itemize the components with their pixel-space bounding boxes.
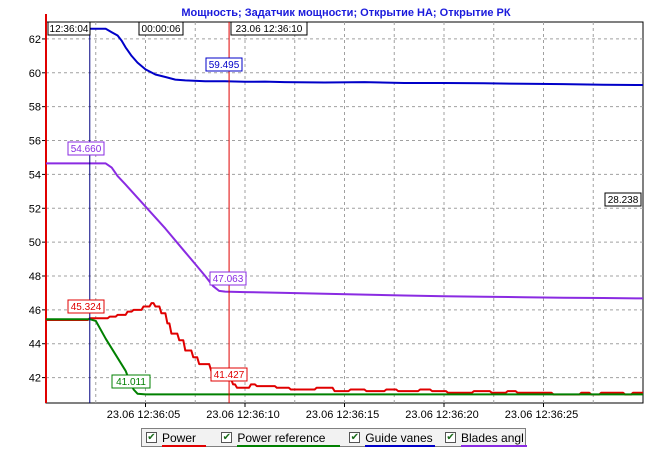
x-tick-label: 23.06 12:36:25 bbox=[505, 409, 578, 421]
label-power-left-value-box bbox=[67, 299, 105, 314]
legend-swatch-power-reference bbox=[237, 445, 341, 447]
legend: ✔ Power ✔ Power reference ✔ Guide vanes … bbox=[141, 428, 528, 447]
label-blades-left-value: 54.660 bbox=[71, 144, 102, 155]
legend-swatch-power bbox=[162, 445, 206, 447]
label-power-right-value: 41.427 bbox=[214, 370, 245, 381]
label-blades-right-value: 47.063 bbox=[213, 274, 244, 285]
legend-item-power[interactable]: ✔ Power bbox=[144, 429, 210, 447]
y-tick-label: 54 bbox=[29, 169, 41, 181]
plot-frame bbox=[45, 21, 644, 404]
label-delta-box bbox=[138, 21, 184, 36]
label-blades-left-value-box bbox=[67, 141, 105, 156]
legend-item-power-reference[interactable]: ✔ Power reference bbox=[219, 429, 345, 447]
chart-title: Мощность; Задатчик мощности; Открытие НА… bbox=[181, 7, 510, 19]
label-guide-vanes-value: 59.495 bbox=[209, 60, 240, 71]
label-time-left: 12:36:04 bbox=[50, 24, 89, 35]
legend-swatch-guide-vanes bbox=[365, 445, 436, 447]
x-tick-label: 23.06 12:36:10 bbox=[206, 409, 279, 421]
label-power-left-value: 45.324 bbox=[71, 302, 102, 313]
label-power-ref-value: 41.011 bbox=[116, 377, 146, 388]
label-time-left-box bbox=[47, 21, 91, 36]
y-tick-label: 44 bbox=[29, 339, 41, 351]
label-time-right: 23.06 12:36:10 bbox=[236, 24, 303, 35]
y-tick-label: 52 bbox=[29, 203, 41, 215]
y-tick-label: 62 bbox=[29, 34, 41, 46]
y-tick-label: 46 bbox=[29, 305, 41, 317]
y-tick-label: 60 bbox=[29, 68, 41, 80]
checkbox-power-reference[interactable]: ✔ bbox=[221, 431, 233, 443]
legend-swatch-blades-angl bbox=[461, 445, 528, 447]
label-right-value: 28.238 bbox=[608, 195, 639, 206]
label-guide-vanes-value-box bbox=[205, 57, 243, 72]
legend-item-blades-angl[interactable]: ✔ Blades angl bbox=[443, 429, 528, 447]
y-tick-label: 50 bbox=[29, 237, 41, 249]
label-right-value-box bbox=[604, 192, 642, 207]
checkbox-guide-vanes[interactable]: ✔ bbox=[349, 431, 361, 443]
label-power-right-value-box bbox=[210, 367, 248, 382]
chart: Мощность; Задатчик мощности; Открытие НА… bbox=[29, 7, 644, 421]
series-guide-vanes bbox=[89, 27, 644, 86]
x-tick-label: 23.06 12:36:20 bbox=[405, 409, 478, 421]
x-tick-label: 23.06 12:36:05 bbox=[107, 409, 180, 421]
checkbox-power[interactable]: ✔ bbox=[146, 431, 157, 443]
y-tick-label: 48 bbox=[29, 271, 41, 283]
y-tick-label: 42 bbox=[29, 373, 41, 385]
plot-area: 42 44 46 48 50 52 54 56 58 60 62 23.06 12:36:05 23.0… bbox=[29, 14, 644, 421]
legend-item-guide-vanes[interactable]: ✔ Guide vanes bbox=[347, 429, 439, 447]
label-blades-right-value-box bbox=[209, 271, 247, 286]
legend-label-power-reference: Power reference bbox=[237, 430, 326, 445]
y-tick-label: 58 bbox=[29, 102, 41, 114]
series-blades-angl bbox=[46, 162, 644, 300]
legend-label-guide-vanes: Guide vanes bbox=[365, 430, 433, 445]
label-time-right-box bbox=[230, 21, 308, 36]
x-tick-label: 23.06 12:36:15 bbox=[306, 409, 379, 421]
label-power-ref-value-box bbox=[111, 374, 151, 389]
series-power bbox=[46, 302, 643, 396]
legend-label-blades-angl: Blades angl bbox=[461, 430, 524, 445]
checkbox-blades-angl[interactable]: ✔ bbox=[445, 431, 457, 443]
label-delta: 00:00:06 bbox=[142, 24, 181, 35]
y-tick-label: 56 bbox=[29, 136, 41, 148]
legend-label-power: Power bbox=[162, 430, 197, 445]
